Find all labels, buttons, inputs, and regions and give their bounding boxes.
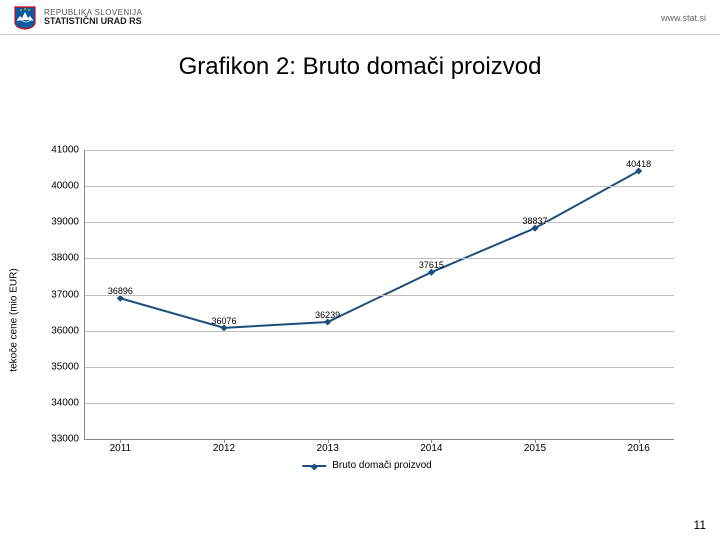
page-number: 11 (694, 518, 706, 532)
gridline (85, 295, 674, 296)
y-tick-label: 39000 (51, 217, 85, 228)
data-point-label: 38837 (522, 216, 547, 226)
gridline (85, 258, 674, 259)
coat-of-arms-icon (14, 6, 36, 30)
plot-area: 3300034000350003600037000380003900040000… (84, 150, 674, 440)
page-root: REPUBLIKA SLOVENIJA STATISTIČNI URAD RS … (0, 0, 720, 540)
header-url: www.stat.si (661, 13, 706, 23)
org-line2: STATISTIČNI URAD RS (44, 17, 142, 26)
legend-label: Bruto domači proizvod (332, 460, 432, 471)
y-tick-label: 38000 (51, 253, 85, 264)
chart-legend: Bruto domači proizvod (302, 460, 432, 471)
x-tick-label: 2012 (213, 439, 235, 454)
header-org-text: REPUBLIKA SLOVENIJA STATISTIČNI URAD RS (44, 9, 142, 27)
y-tick-label: 36000 (51, 325, 85, 336)
page-header: REPUBLIKA SLOVENIJA STATISTIČNI URAD RS … (0, 0, 720, 35)
chart-title: Grafikon 2: Bruto domači proizvod (0, 53, 720, 81)
data-point-label: 36239 (315, 310, 340, 320)
y-tick-label: 41000 (51, 145, 85, 156)
y-tick-label: 37000 (51, 289, 85, 300)
data-point-label: 40418 (626, 159, 651, 169)
data-point-label: 37615 (419, 260, 444, 270)
chart-container: tekoče cene (mio EUR) 330003400035000360… (44, 150, 690, 490)
header-left: REPUBLIKA SLOVENIJA STATISTIČNI URAD RS (14, 6, 142, 30)
data-point-label: 36896 (108, 286, 133, 296)
gridline (85, 186, 674, 187)
x-tick-label: 2011 (110, 439, 132, 454)
legend-swatch-icon (302, 465, 326, 467)
gridline (85, 403, 674, 404)
gridline (85, 150, 674, 151)
gridline (85, 331, 674, 332)
y-tick-label: 40000 (51, 181, 85, 192)
x-tick-label: 2015 (524, 439, 546, 454)
x-tick-label: 2016 (628, 439, 650, 454)
y-tick-label: 35000 (51, 361, 85, 372)
gridline (85, 367, 674, 368)
data-line (120, 171, 638, 328)
x-tick-label: 2014 (420, 439, 442, 454)
data-point-label: 36076 (211, 316, 236, 326)
gridline (85, 222, 674, 223)
y-tick-label: 33000 (51, 434, 85, 445)
y-tick-label: 34000 (51, 397, 85, 408)
x-tick-label: 2013 (317, 439, 339, 454)
y-axis-label: tekoče cene (mio EUR) (9, 268, 20, 371)
